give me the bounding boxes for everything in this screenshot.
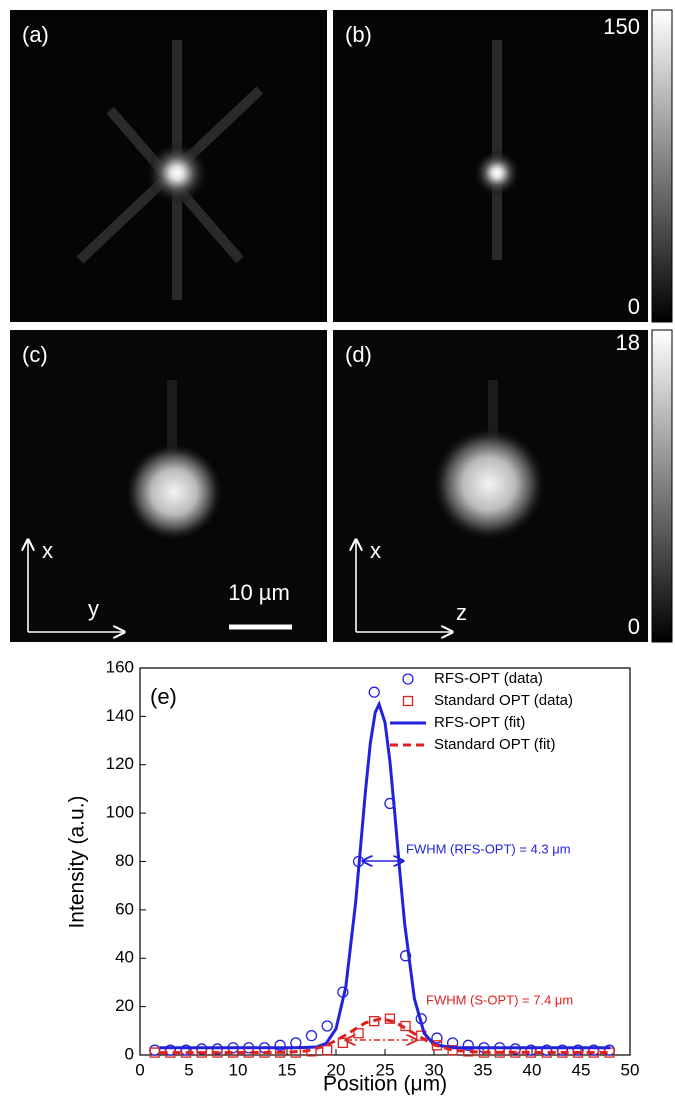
psf-spot — [124, 442, 224, 542]
annotation: FWHM (RFS-OPT) = 4.3 μm — [406, 841, 571, 856]
colorbar-max: 18 — [616, 330, 640, 355]
x-tick-label: 5 — [184, 1060, 193, 1079]
y-tick-label: 140 — [106, 706, 134, 725]
psf-spot — [473, 149, 521, 197]
psf-spot — [431, 426, 547, 542]
y-tick-label: 20 — [115, 996, 134, 1015]
legend-marker — [402, 695, 414, 707]
colorbar-min: 0 — [628, 294, 640, 319]
legend-label: RFS-OPT (data) — [434, 670, 543, 687]
legend-marker — [402, 673, 414, 685]
data-point — [369, 1015, 380, 1027]
y-tick-label: 40 — [115, 948, 134, 967]
x-tick-label: 15 — [278, 1060, 297, 1079]
legend-label: RFS-OPT (fit) — [434, 714, 525, 731]
panel-label: (e) — [150, 684, 177, 709]
colorbar-max: 150 — [603, 14, 640, 39]
data-point — [149, 1044, 161, 1056]
x-tick-label: 20 — [327, 1060, 346, 1079]
x-tick-label: 50 — [621, 1060, 640, 1079]
legend-label: Standard OPT (data) — [434, 692, 573, 709]
colorbar — [651, 9, 673, 323]
y-axis-title: Intensity (a.u.) — [66, 795, 89, 928]
x-tick-label: 35 — [474, 1060, 493, 1079]
data-point — [462, 1039, 474, 1051]
y-tick-label: 160 — [106, 657, 134, 676]
y-tick-label: 60 — [115, 899, 134, 918]
data-point — [384, 1013, 396, 1024]
axis-label: x — [42, 538, 53, 563]
fit-line — [159, 1017, 611, 1055]
annotation: FWHM (S-OPT) = 7.4 μm — [426, 992, 573, 1007]
data-point — [368, 686, 380, 698]
fit-line — [159, 700, 611, 1050]
data-point — [431, 1032, 443, 1044]
data-point — [322, 1045, 333, 1056]
data-point — [321, 1020, 333, 1032]
chart: (e) Position (μm) Intensity (a.u.) FWHM … — [66, 667, 631, 1096]
data-point — [149, 1047, 160, 1058]
legend-label: Standard OPT (fit) — [434, 736, 555, 753]
data-point — [305, 1030, 318, 1042]
data-point — [353, 1028, 364, 1039]
x-tick-label: 10 — [229, 1060, 248, 1079]
colorbar-min: 0 — [628, 614, 640, 639]
x-tick-label: 25 — [376, 1060, 395, 1079]
y-tick-label: 0 — [125, 1044, 134, 1063]
colorbar — [651, 329, 673, 643]
axis-label: z — [456, 600, 467, 625]
data-point — [337, 1037, 349, 1049]
x-axis-title: Position (μm) — [323, 1073, 447, 1096]
panel-label: (c) — [22, 342, 48, 367]
panel-label: (d) — [345, 342, 372, 367]
image-panels: (a) (b) (c) (d) 150 0 18 0 x y x z 10 µm — [10, 9, 673, 643]
y-tick-label: 80 — [115, 851, 134, 870]
axis-arrows — [28, 540, 452, 632]
data-point — [274, 1039, 286, 1051]
psf-spot — [145, 141, 209, 205]
panel-label: (b) — [345, 22, 372, 47]
y-tick-label: 120 — [106, 754, 134, 773]
axis-label: y — [88, 596, 99, 621]
scale-bar-label: 10 µm — [228, 580, 290, 605]
x-tick-label: 0 — [135, 1060, 144, 1079]
x-tick-label: 45 — [572, 1060, 591, 1079]
y-tick-label: 100 — [106, 803, 134, 822]
axis-label: x — [370, 538, 381, 563]
x-tick-label: 30 — [425, 1060, 444, 1079]
data-point — [399, 950, 412, 962]
x-tick-label: 40 — [523, 1060, 542, 1079]
panel-label: (a) — [22, 22, 49, 47]
